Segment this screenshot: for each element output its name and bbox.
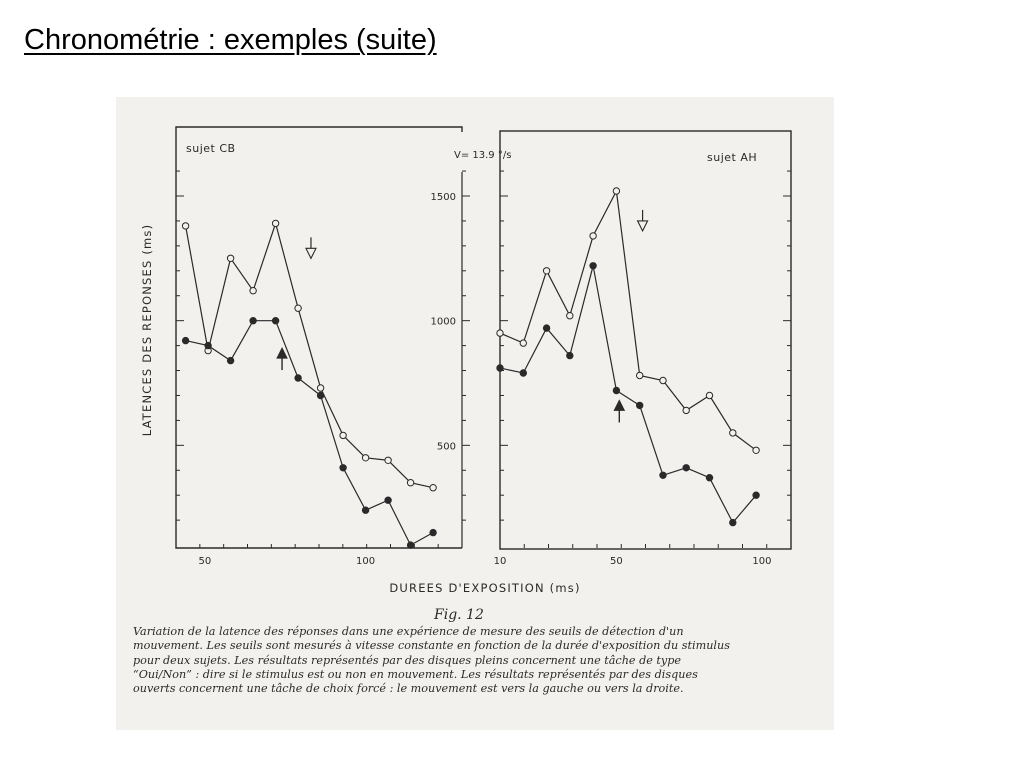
y-tick-label: 1500 [431,192,456,203]
caption-line: Variation de la latence des réponses dan… [133,625,684,638]
series-points [181,187,760,549]
data-point-filled [226,356,235,365]
data-point-filled [406,541,415,549]
data-point-open [226,254,235,262]
series-line-open [185,221,434,489]
data-point-filled [589,262,597,270]
data-point-filled [612,386,621,395]
slide-title: Chronométrie : exemples (suite) [24,24,437,56]
data-point-open [729,429,737,437]
figure-caption: Variation de la latence des réponses dan… [133,625,793,696]
data-point-filled [361,506,370,514]
figure-label: Fig. 12 [433,607,484,623]
caption-line: ouverts concernent une tâche de choix fo… [133,682,684,696]
caption-line: mouvement. Les seuils sont mesurés à vit… [133,639,730,653]
data-point-open [612,187,621,195]
right-panel-frame [499,130,792,550]
x-tick-label: 50 [199,556,212,567]
data-point-filled [636,401,644,410]
data-point-open [566,312,574,320]
y-tick-label: 1000 [431,317,456,328]
data-point-open [705,391,714,400]
data-point-filled [752,491,760,499]
data-point-open [496,329,504,337]
data-point-open [406,479,415,487]
data-point-open [659,376,667,385]
data-point-open [181,222,190,230]
x-tick-label: 50 [610,556,623,567]
data-point-open [384,456,392,464]
data-point-filled [659,471,667,479]
data-point-filled [294,374,302,382]
x-tick-label: 100 [356,556,375,567]
data-point-open [249,287,257,295]
data-point-filled [566,351,574,360]
data-point-filled [181,336,190,345]
tick-labels: 50 100 10 50 100 500 1000 1500 [199,192,772,567]
data-point-open [636,371,644,380]
series-lines [185,189,757,546]
data-point-filled [542,324,551,332]
data-point-open [429,484,437,492]
data-point-filled [682,464,690,472]
right-subject-label: sujet AH [707,151,757,164]
x-axis-label: DUREES D'EXPOSITION (ms) [389,581,580,595]
data-point-filled [339,464,347,472]
filled-arrow-up-icon [276,346,288,359]
data-point-filled [271,317,280,325]
data-point-open [339,431,347,440]
data-point-filled [384,496,392,504]
left-subject-label: sujet CB [186,142,236,155]
series-line-filled [499,265,757,524]
axis-ticks [176,170,791,548]
data-point-open [589,232,597,240]
threshold-arrows [276,209,649,423]
data-point-filled [729,518,737,527]
open-arrow-down-icon [636,220,649,233]
data-point-open [361,454,370,462]
data-point-open [271,219,280,228]
data-point-filled [705,474,714,482]
data-point-filled [496,364,504,372]
open-arrow-down-icon [305,247,317,260]
x-tick-label: 100 [752,556,771,567]
data-point-open [519,339,527,347]
data-point-open [294,304,302,312]
data-point-filled [316,391,325,400]
data-point-filled [249,317,257,325]
figure-scan [116,97,834,730]
data-point-open [316,384,325,392]
series-line-filled [185,320,434,546]
series-line-open [499,189,757,451]
data-point-filled [204,341,212,350]
y-tick-label: 500 [437,441,456,452]
data-point-filled [429,528,437,537]
data-point-open [752,446,760,454]
data-point-filled [519,369,527,377]
speed-label: V= 13.9 °/s [454,150,511,161]
data-point-open [542,267,551,275]
x-tick-label: 10 [494,556,507,567]
filled-arrow-up-icon [613,399,626,411]
data-point-open [682,406,690,415]
y-axis-label: LATENCES DES REPONSES (ms) [140,224,154,437]
caption-line: pour deux sujets. Les résultats représen… [133,653,682,667]
caption-line: “Oui/Non” : dire si le stimulus est ou n… [133,667,698,681]
